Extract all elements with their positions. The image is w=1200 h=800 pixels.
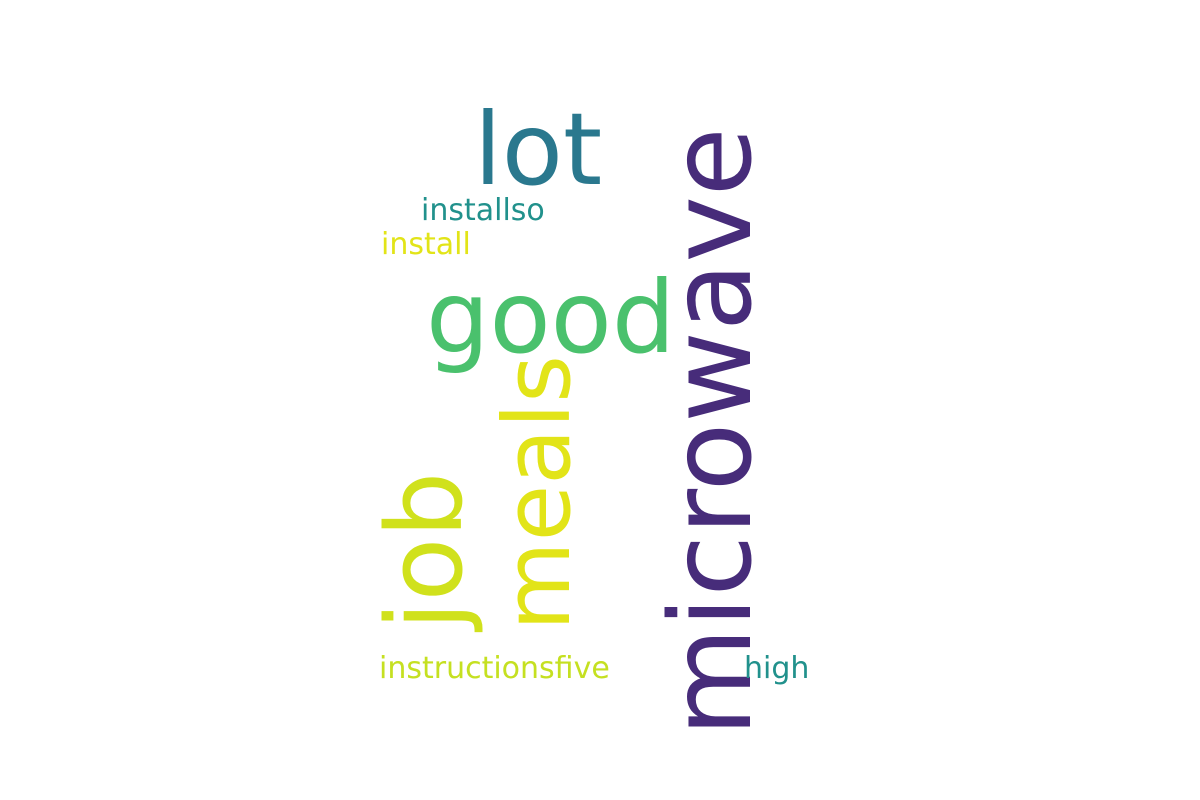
word-install: install — [381, 227, 471, 262]
word-instructionsfive: instructionsfive — [379, 651, 610, 686]
word-installso: installso — [421, 193, 545, 228]
word-meals: meals — [484, 354, 591, 632]
word-job: job — [364, 471, 486, 631]
word-lot: lot — [474, 91, 603, 208]
word-good: good — [426, 259, 676, 376]
word-high: high — [744, 651, 810, 686]
word-microwave: microwave — [647, 127, 777, 737]
